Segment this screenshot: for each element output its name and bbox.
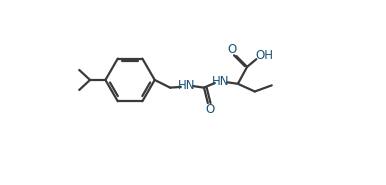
Text: O: O [205,103,215,116]
Text: O: O [228,43,237,56]
Text: HN: HN [178,79,196,92]
Text: HN: HN [212,75,230,88]
Text: OH: OH [255,49,273,62]
